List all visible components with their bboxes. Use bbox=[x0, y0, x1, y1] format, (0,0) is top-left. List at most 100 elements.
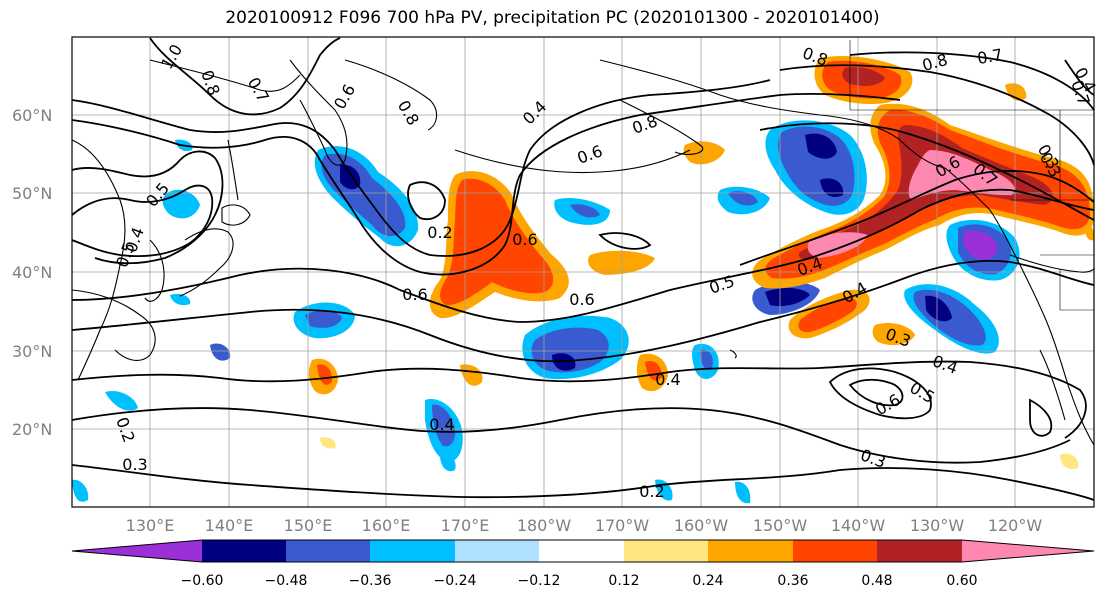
lon-label: 150°W bbox=[753, 516, 808, 535]
pv-contours bbox=[71, 37, 1095, 501]
contour-label: 0.3 bbox=[122, 455, 147, 474]
coastline-alaska-peninsula bbox=[619, 99, 703, 155]
coastline-north-america bbox=[944, 167, 1095, 446]
colorbar-segment bbox=[202, 540, 286, 562]
precip-negative-region bbox=[305, 310, 342, 328]
coastline-siberia bbox=[344, 59, 438, 131]
precip-positive-region bbox=[320, 437, 336, 449]
precip-positive-region bbox=[1084, 224, 1094, 241]
lon-label: 140°E bbox=[205, 516, 254, 535]
colorbar-tick-labels: −0.60 −0.48 −0.36 −0.24 −0.12 0.12 0.24 … bbox=[181, 573, 978, 589]
colorbar-segment bbox=[877, 540, 962, 562]
contour-label: 0.4 bbox=[429, 415, 454, 434]
colorbar bbox=[71, 539, 1095, 563]
lon-label: 160°W bbox=[674, 516, 729, 535]
latitude-labels: 60°N 50°N 40°N 30°N 20°N bbox=[12, 106, 52, 439]
pv-contour bbox=[71, 360, 1087, 439]
coastline-sakhalin bbox=[227, 139, 239, 201]
pv-contour bbox=[848, 378, 904, 407]
colorbar-segment bbox=[539, 540, 624, 562]
colorbar-segment bbox=[455, 540, 539, 562]
lat-label: 30°N bbox=[12, 342, 52, 361]
precip-negative-region bbox=[440, 454, 456, 472]
pv-contour bbox=[71, 407, 1071, 464]
contour-label: 0.6 bbox=[402, 285, 427, 304]
precip-negative-region bbox=[105, 390, 138, 411]
pv-contour bbox=[1064, 59, 1095, 96]
coastline-hawaii bbox=[729, 349, 737, 359]
coastline-asia bbox=[71, 139, 126, 381]
pv-contour bbox=[149, 37, 341, 116]
coastline-north-america bbox=[1009, 254, 1095, 273]
pv-contour bbox=[759, 122, 1095, 221]
coastline-aleutians bbox=[454, 149, 691, 174]
precip-negative-region bbox=[765, 288, 810, 307]
colorbar-tick-label: 0.24 bbox=[692, 573, 723, 589]
contour-label: 0.2 bbox=[427, 223, 452, 242]
precip-negative-region bbox=[700, 349, 713, 370]
precip-negative-region bbox=[805, 133, 837, 159]
coastline-asia bbox=[71, 289, 156, 361]
longitude-labels: 130°E 140°E 150°E 160°E 170°E 180°W 170°… bbox=[126, 516, 1043, 535]
precip-positive-region bbox=[440, 178, 554, 306]
contour-label: 0.4 bbox=[655, 370, 680, 389]
coastline-baja bbox=[1039, 349, 1066, 421]
colorbar-tick-label: −0.12 bbox=[518, 573, 561, 589]
colorbar-segment bbox=[793, 540, 877, 562]
contour-label: 0.6 bbox=[569, 290, 594, 309]
pv-contour bbox=[828, 367, 932, 420]
pv-contour bbox=[779, 64, 1095, 166]
colorbar-segment bbox=[370, 540, 455, 562]
coastline-siberia bbox=[149, 59, 301, 92]
colorbar-segment bbox=[72, 540, 202, 562]
coastline-hokkaido bbox=[221, 204, 251, 226]
precip-positive-region bbox=[842, 67, 885, 86]
precip-positive-region bbox=[807, 232, 868, 258]
precip-negative-region bbox=[728, 191, 758, 206]
pv-contour bbox=[71, 79, 771, 257]
colorbar-outline bbox=[71, 539, 1095, 563]
colorbar-tick-label: 0.36 bbox=[777, 573, 808, 589]
pv-contour bbox=[71, 184, 214, 257]
precip-negative-region bbox=[925, 295, 952, 322]
precip-negative-region bbox=[432, 404, 456, 447]
pv-contour bbox=[739, 169, 1095, 266]
precip-negative-region bbox=[820, 178, 844, 198]
precip-negative-region bbox=[570, 204, 600, 218]
precip-positive-region bbox=[1060, 453, 1079, 470]
contour-label: 0.6 bbox=[512, 230, 537, 249]
precip-negative-region bbox=[340, 164, 361, 190]
lon-label: 170°W bbox=[595, 516, 650, 535]
colorbar-tick-label: −0.24 bbox=[434, 573, 477, 589]
map-title: 2020100912 F096 700 hPa PV, precipitatio… bbox=[225, 8, 880, 28]
colorbar-segment bbox=[708, 540, 793, 562]
lon-label: 130°W bbox=[910, 516, 965, 535]
lat-label: 60°N bbox=[12, 106, 52, 125]
pv-contour bbox=[71, 259, 1095, 363]
coastline-alaska bbox=[599, 59, 946, 169]
colorbar-segment bbox=[962, 540, 1094, 562]
contour-label: 0.2 bbox=[639, 482, 664, 501]
colorbar-tick-label: 0.60 bbox=[946, 573, 977, 589]
coastline-korea-japan bbox=[144, 239, 165, 302]
colorbar-segment bbox=[624, 540, 708, 562]
lon-label: 120°W bbox=[988, 516, 1043, 535]
precip-positive-region bbox=[460, 364, 483, 386]
pv-contour bbox=[71, 92, 901, 276]
lon-label: 140°W bbox=[831, 516, 886, 535]
contour-label: 0.7 bbox=[976, 45, 1004, 68]
pv-contour bbox=[71, 464, 1095, 501]
colorbar-tick-label: −0.36 bbox=[349, 573, 392, 589]
precip-positive-region bbox=[317, 364, 333, 385]
precip-positive-region bbox=[588, 250, 655, 275]
pv-contour bbox=[849, 51, 1095, 111]
pv-contour bbox=[71, 150, 224, 265]
lon-label: 160°E bbox=[362, 516, 411, 535]
precip-negative-region bbox=[72, 479, 89, 502]
lon-label: 150°E bbox=[284, 516, 333, 535]
lat-label: 50°N bbox=[12, 184, 52, 203]
map-frame bbox=[71, 36, 1095, 508]
colorbar-tick-label: −0.48 bbox=[265, 573, 308, 589]
lon-label: 130°E bbox=[126, 516, 175, 535]
